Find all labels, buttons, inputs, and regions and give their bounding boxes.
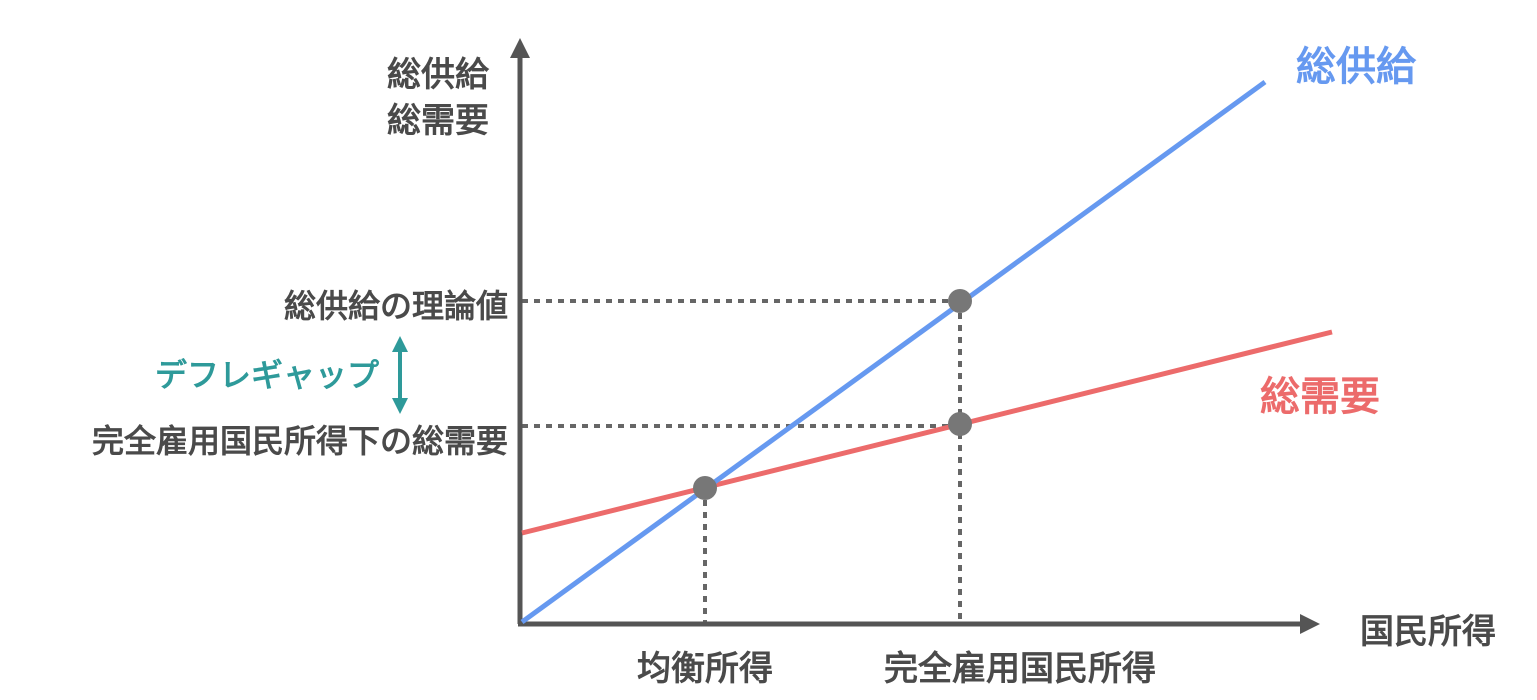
- guide-lines: [522, 299, 962, 622]
- supply-curve: [520, 79, 1267, 625]
- y-axis-arrowhead: [510, 38, 530, 58]
- deflationary-gap-label: デフレギャップ: [155, 356, 380, 394]
- x-axis-arrowhead: [1300, 614, 1320, 634]
- y-axis-label-line2: 総需要: [387, 101, 489, 141]
- y-axis-label-line1: 総供給: [387, 55, 490, 95]
- demand-curve-label: 総需要: [1260, 374, 1380, 420]
- demand-level-label: 完全雇用国民所得下の総需要: [92, 422, 508, 460]
- axes: [517, 58, 1300, 627]
- supply-full-employment-point: [948, 289, 972, 313]
- demand-curve: [521, 329, 1333, 536]
- full-employment-income-label: 完全雇用国民所得: [884, 649, 1156, 689]
- equilibrium-point: [693, 476, 717, 500]
- demand-full-employment-point: [948, 412, 972, 436]
- supply-level-label: 総供給の理論値: [284, 287, 508, 325]
- equilibrium-income-label: 均衡所得: [637, 649, 773, 689]
- x-axis-label: 国民所得: [1360, 612, 1496, 652]
- supply-curve-label: 総供給: [1296, 44, 1417, 90]
